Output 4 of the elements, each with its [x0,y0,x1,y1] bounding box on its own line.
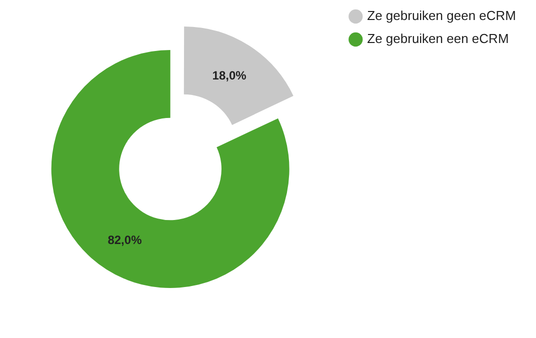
legend-label: Ze gebruiken een eCRM [367,31,509,46]
legend-label: Ze gebruiken geen eCRM [367,8,516,24]
data-label: 82,0% [108,233,142,248]
data-label: 18,0% [212,68,247,82]
